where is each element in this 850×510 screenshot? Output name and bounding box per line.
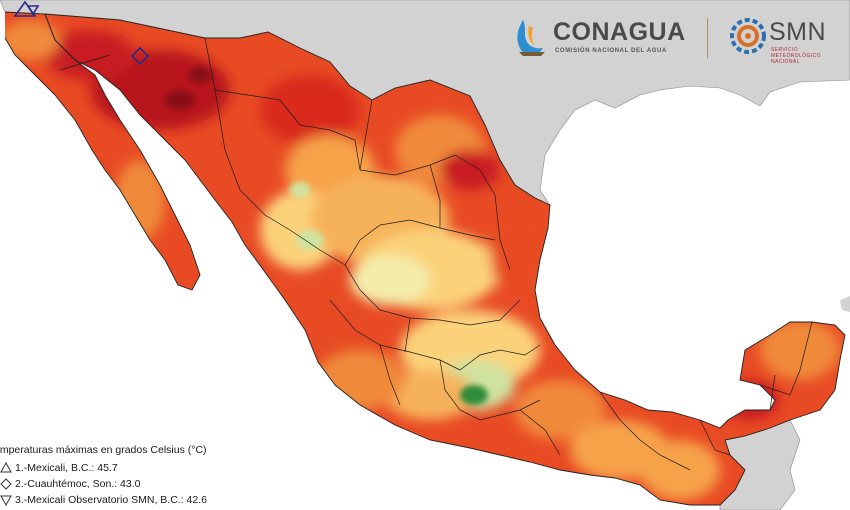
legend-item-label: 2.-Cuauhtémoc, Son.: 43.0 bbox=[15, 478, 141, 490]
legend-item: 3.-Mexicali Observatorio SMN, B.C.: 42.6 bbox=[0, 494, 207, 506]
station-markers bbox=[13, 0, 150, 66]
diamond-icon bbox=[130, 46, 150, 66]
legend-item-label: 3.-Mexicali Observatorio SMN, B.C.: 42.6 bbox=[15, 494, 207, 506]
diamond-icon bbox=[0, 478, 12, 490]
state-boundaries bbox=[59, 37, 813, 471]
smn-logo: SMN SERVICIO METEOROLÓGICO NACIONAL bbox=[723, 14, 843, 65]
cuba-land bbox=[840, 296, 850, 312]
legend-item: 2.-Cuauhtémoc, Son.: 43.0 bbox=[0, 478, 141, 490]
smn-subtitle: SERVICIO METEOROLÓGICO NACIONAL bbox=[771, 47, 821, 65]
triangle-down-icon bbox=[26, 5, 40, 16]
triangle-down-icon bbox=[0, 494, 12, 506]
smn-name: SMN bbox=[769, 18, 827, 46]
mexico-outline bbox=[44, 13, 846, 506]
legend-item-label: 1.-Mexicali, B.C.: 45.7 bbox=[15, 462, 118, 474]
triangle-icon bbox=[0, 462, 12, 474]
smn-logo-mark bbox=[730, 18, 766, 54]
conagua-logo: CONAGUA COMISIÓN NACIONAL DEL AGUA bbox=[511, 14, 696, 60]
conagua-name: CONAGUA bbox=[553, 18, 686, 46]
legend-title: emperaturas máximas en grados Celsius (°… bbox=[0, 444, 207, 456]
conagua-logo-mark bbox=[517, 20, 545, 56]
logo-divider bbox=[707, 18, 708, 58]
baja-outline bbox=[4, 11, 201, 291]
logo-bar: CONAGUA COMISIÓN NACIONAL DEL AGUA SMN S… bbox=[505, 12, 845, 65]
legend: emperaturas máximas en grados Celsius (°… bbox=[0, 444, 340, 510]
conagua-subtitle: COMISIÓN NACIONAL DEL AGUA bbox=[555, 48, 667, 54]
legend-item: 1.-Mexicali, B.C.: 45.7 bbox=[0, 462, 118, 474]
